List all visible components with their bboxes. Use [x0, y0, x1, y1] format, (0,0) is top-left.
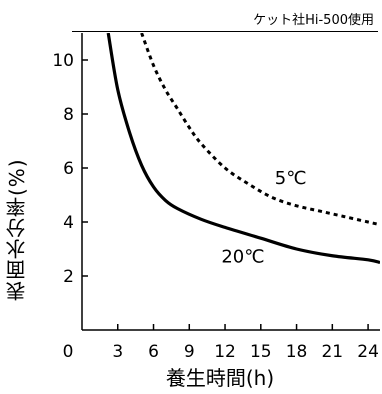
x-tick-label: 3 — [112, 342, 123, 362]
x-tick-label: 15 — [250, 342, 272, 362]
series-line-20℃ — [106, 33, 380, 265]
series-label: 5℃ — [275, 168, 307, 189]
x-tick-label: 24 — [357, 342, 379, 362]
y-tick-label: 8 — [63, 105, 74, 125]
x-tick-label: 0 — [63, 342, 74, 362]
y-tick-label: 10 — [52, 51, 74, 71]
y-tick-label: 4 — [63, 213, 74, 233]
y-axis-label: 表面水分率(%) — [5, 158, 29, 302]
x-tick-label: 9 — [184, 342, 195, 362]
note-underline — [72, 31, 378, 32]
y-tick-label: 2 — [63, 267, 74, 287]
x-tick-label: 12 — [214, 342, 236, 362]
x-tick-label: 18 — [286, 342, 308, 362]
series-label: 20℃ — [221, 247, 264, 268]
series-line-5℃ — [140, 33, 380, 227]
x-tick-label: 6 — [148, 342, 159, 362]
x-axis-label: 養生時間(h) — [165, 366, 275, 390]
y-tick-label: 6 — [63, 159, 74, 179]
x-tick-label: 21 — [321, 342, 343, 362]
chart-note: ケット社Hi-500使用 — [253, 13, 374, 28]
